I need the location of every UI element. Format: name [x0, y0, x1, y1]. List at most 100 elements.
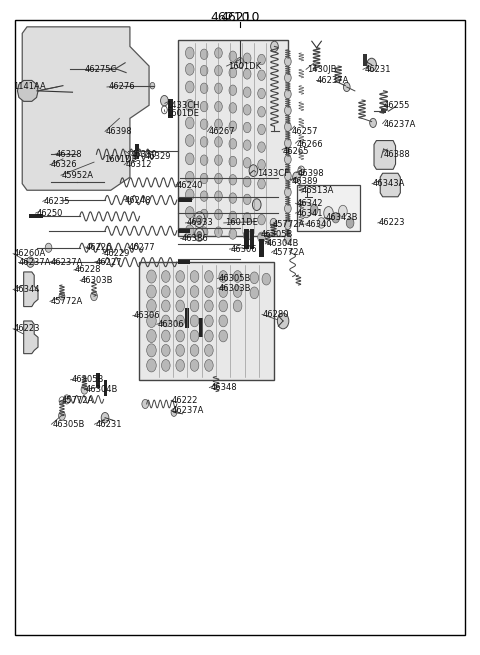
Circle shape: [229, 229, 237, 239]
Circle shape: [332, 212, 339, 223]
Text: 1141AA: 1141AA: [12, 83, 46, 92]
Text: 46222: 46222: [172, 396, 198, 405]
Circle shape: [190, 315, 199, 327]
Circle shape: [147, 329, 156, 343]
Circle shape: [243, 105, 251, 115]
Circle shape: [147, 270, 156, 283]
Circle shape: [185, 172, 194, 183]
Circle shape: [176, 315, 184, 327]
Text: 46333: 46333: [186, 218, 213, 227]
Circle shape: [51, 45, 60, 56]
Circle shape: [243, 140, 251, 151]
Circle shape: [285, 73, 291, 83]
Text: 46267: 46267: [209, 127, 236, 136]
Circle shape: [243, 53, 251, 64]
Circle shape: [252, 198, 261, 210]
Text: 46223: 46223: [379, 218, 405, 227]
Circle shape: [383, 179, 390, 190]
Circle shape: [91, 291, 97, 301]
Text: 1601DE: 1601DE: [166, 109, 199, 118]
Circle shape: [190, 271, 199, 282]
Text: 46305B: 46305B: [52, 420, 85, 429]
Circle shape: [45, 243, 52, 252]
Circle shape: [229, 211, 237, 221]
Circle shape: [215, 102, 222, 112]
Text: 46265: 46265: [283, 147, 310, 155]
Text: 46329: 46329: [144, 152, 171, 160]
Circle shape: [67, 98, 76, 110]
Circle shape: [229, 139, 237, 149]
Circle shape: [111, 77, 120, 88]
Text: 46340: 46340: [306, 219, 333, 229]
Circle shape: [185, 206, 194, 218]
Circle shape: [285, 57, 291, 66]
Circle shape: [82, 126, 90, 138]
Circle shape: [39, 85, 48, 97]
Circle shape: [229, 193, 237, 203]
Text: 46389: 46389: [292, 178, 318, 186]
Circle shape: [258, 142, 265, 153]
Circle shape: [243, 230, 251, 240]
Circle shape: [215, 83, 222, 94]
Circle shape: [250, 272, 259, 284]
Circle shape: [262, 273, 271, 285]
Circle shape: [111, 98, 120, 110]
Circle shape: [219, 271, 228, 282]
Text: 46398: 46398: [298, 170, 324, 178]
Text: 46277: 46277: [129, 242, 156, 252]
Circle shape: [82, 111, 90, 123]
Circle shape: [236, 58, 244, 68]
Circle shape: [215, 174, 222, 183]
Text: 46276: 46276: [108, 83, 135, 92]
Circle shape: [229, 67, 237, 78]
Text: 46386: 46386: [181, 234, 208, 243]
Text: 46344: 46344: [14, 285, 41, 294]
Text: 46210: 46210: [220, 10, 260, 24]
Circle shape: [53, 153, 61, 165]
Text: 1430JB: 1430JB: [307, 65, 336, 74]
Bar: [120, 107, 123, 125]
Text: 46210: 46210: [211, 10, 250, 24]
Circle shape: [258, 107, 265, 117]
Circle shape: [53, 72, 61, 84]
Circle shape: [204, 271, 213, 282]
Circle shape: [370, 119, 376, 128]
Circle shape: [250, 287, 259, 299]
Circle shape: [243, 87, 251, 98]
Circle shape: [258, 70, 265, 81]
Circle shape: [378, 149, 387, 161]
Circle shape: [82, 72, 90, 84]
Circle shape: [82, 31, 90, 43]
Text: 46343A: 46343A: [373, 179, 406, 188]
Text: 46266: 46266: [297, 140, 323, 149]
Bar: [381, 109, 386, 113]
Circle shape: [196, 215, 202, 223]
Text: 46237A: 46237A: [172, 406, 204, 415]
Text: 46231: 46231: [364, 65, 391, 74]
Circle shape: [200, 119, 208, 130]
Text: 46237A: 46237A: [51, 257, 84, 267]
Circle shape: [65, 147, 74, 159]
Text: 1433CH: 1433CH: [166, 101, 199, 110]
Circle shape: [67, 126, 76, 138]
Circle shape: [200, 227, 208, 237]
Circle shape: [82, 58, 90, 69]
Circle shape: [53, 167, 61, 178]
Circle shape: [82, 98, 90, 110]
Circle shape: [343, 83, 350, 92]
Bar: [135, 145, 140, 159]
Text: 45772A: 45772A: [62, 396, 94, 405]
Circle shape: [380, 144, 387, 155]
Circle shape: [204, 315, 213, 327]
Circle shape: [161, 286, 170, 297]
Polygon shape: [22, 27, 149, 190]
Circle shape: [147, 359, 156, 372]
Circle shape: [190, 300, 199, 312]
Text: 1601DE: 1601DE: [225, 218, 258, 227]
Circle shape: [285, 155, 291, 164]
Circle shape: [200, 66, 208, 76]
Circle shape: [67, 72, 76, 84]
Text: 46237A: 46237A: [317, 76, 349, 85]
Text: 46342: 46342: [297, 199, 323, 208]
Bar: [178, 40, 288, 236]
